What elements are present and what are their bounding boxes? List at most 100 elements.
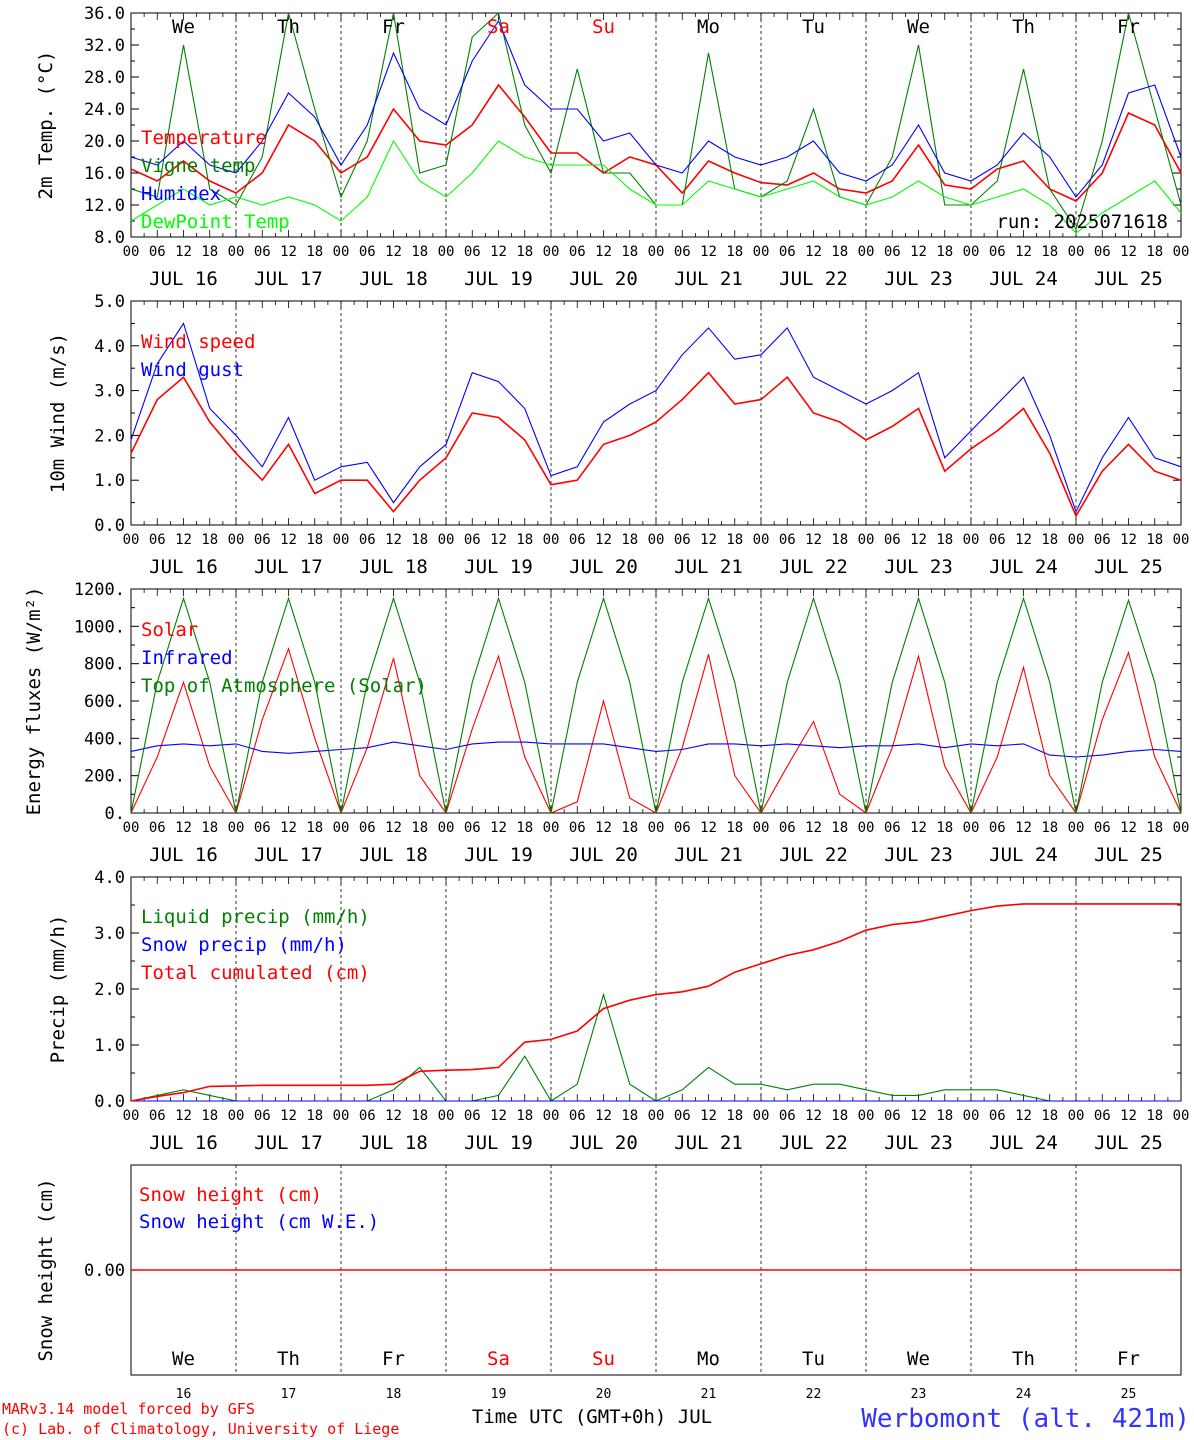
hour-tick-label: 18 — [831, 1108, 848, 1124]
hour-tick-label: 18 — [516, 1108, 533, 1124]
hour-tick-label: 00 — [543, 820, 560, 836]
legend-entry: Wind speed — [141, 331, 255, 353]
hour-tick-label: 12 — [1120, 820, 1137, 836]
hour-tick-label: 18 — [1146, 532, 1163, 548]
hour-tick-label: 12 — [700, 820, 717, 836]
hour-tick-label: 18 — [306, 820, 323, 836]
hour-tick-label: 18 — [1041, 820, 1058, 836]
weekday-label: Sa — [487, 1348, 510, 1370]
hour-tick-label: 18 — [726, 1108, 743, 1124]
date-label: JUL 17 — [254, 1132, 323, 1154]
hour-tick-label: 00 — [753, 1108, 770, 1124]
series-line-4 — [130, 139, 1182, 234]
panel-2: 0.0 1.0 2.0 3.0 4.0 5.0 10m Wind (m/s) Wind spe… — [47, 292, 1189, 578]
hour-tick-label: 06 — [569, 820, 586, 836]
weekday-label: Mo — [697, 1348, 720, 1370]
hour-tick-label: 06 — [149, 820, 166, 836]
date-label: JUL 20 — [569, 1132, 638, 1154]
hour-tick-label: 18 — [411, 820, 428, 836]
hour-tick-label: 00 — [963, 1108, 980, 1124]
hour-tick-label: 00 — [1173, 532, 1190, 548]
hour-tick-label: 06 — [1094, 244, 1111, 260]
hour-tick-label: 12 — [1015, 820, 1032, 836]
hour-tick-label: 06 — [464, 244, 481, 260]
hour-tick-label: 06 — [1094, 1108, 1111, 1124]
weekday-label: Su — [592, 1348, 615, 1370]
weekday-label: We — [172, 16, 195, 38]
day-number-label: 17 — [281, 1387, 297, 1402]
hour-tick-label: 00 — [963, 820, 980, 836]
y-tick-label: 600. — [84, 692, 125, 712]
date-label: JUL 25 — [1094, 844, 1163, 866]
hour-tick-label: 00 — [753, 532, 770, 548]
hour-tick-label: 00 — [1173, 1108, 1190, 1124]
hour-tick-label: 18 — [621, 820, 638, 836]
date-label: JUL 23 — [884, 556, 953, 578]
legend-entry: Snow height (cm) — [139, 1184, 322, 1206]
series-line-2 — [130, 322, 1182, 514]
hour-tick-label: 06 — [779, 244, 796, 260]
date-label: JUL 23 — [884, 268, 953, 290]
hour-tick-label: 18 — [306, 1108, 323, 1124]
hour-tick-label: 00 — [543, 1108, 560, 1124]
hour-tick-label: 18 — [936, 532, 953, 548]
hour-tick-label: 12 — [1015, 1108, 1032, 1124]
day-number-label: 22 — [806, 1387, 822, 1402]
hour-tick-label: 06 — [359, 244, 376, 260]
hour-tick-label: 12 — [175, 1108, 192, 1124]
hour-tick-label: 12 — [1120, 532, 1137, 548]
series-line-3 — [130, 596, 1182, 814]
date-label: JUL 21 — [674, 1132, 743, 1154]
series-line-1 — [130, 371, 1182, 518]
y-axis-label: 2m Temp. (°C) — [35, 51, 57, 200]
y-tick-label: 2.0 — [94, 980, 125, 1000]
hour-tick-label: 06 — [254, 244, 271, 260]
series-line-2 — [130, 741, 1182, 758]
hour-tick-label: 00 — [858, 244, 875, 260]
hour-tick-label: 00 — [228, 820, 245, 836]
date-label: JUL 22 — [779, 556, 848, 578]
legend-entry: Snow height (cm W.E.) — [139, 1211, 379, 1233]
hour-tick-label: 00 — [543, 532, 560, 548]
hour-tick-label: 18 — [411, 532, 428, 548]
weekday-label: Sa — [487, 16, 510, 38]
hour-tick-label: 18 — [306, 532, 323, 548]
hour-tick-label: 18 — [831, 244, 848, 260]
hour-tick-label: 06 — [989, 820, 1006, 836]
hour-tick-label: 00 — [333, 532, 350, 548]
weekday-label: Th — [277, 1348, 300, 1370]
weekday-label: Th — [277, 16, 300, 38]
date-label: JUL 17 — [254, 268, 323, 290]
date-label: JUL 18 — [359, 556, 428, 578]
hour-tick-label: 06 — [674, 1108, 691, 1124]
weekday-label: Fr — [382, 16, 405, 38]
date-label: JUL 24 — [989, 268, 1058, 290]
date-label: JUL 18 — [359, 268, 428, 290]
hour-tick-label: 12 — [1015, 244, 1032, 260]
hour-tick-label: 06 — [569, 244, 586, 260]
weekday-label: Th — [1012, 1348, 1035, 1370]
y-tick-label: 12.0 — [84, 196, 125, 216]
date-label: JUL 16 — [149, 556, 218, 578]
hour-tick-label: 00 — [333, 820, 350, 836]
hour-tick-label: 06 — [674, 244, 691, 260]
date-label: JUL 17 — [254, 556, 323, 578]
date-label: JUL 22 — [779, 844, 848, 866]
hour-tick-label: 06 — [779, 1108, 796, 1124]
hour-tick-label: 18 — [936, 244, 953, 260]
hour-tick-label: 00 — [123, 820, 140, 836]
hour-tick-label: 06 — [569, 1108, 586, 1124]
hour-tick-label: 18 — [621, 1108, 638, 1124]
y-tick-label: 400. — [84, 729, 125, 749]
hour-tick-label: 06 — [779, 820, 796, 836]
hour-tick-label: 12 — [595, 1108, 612, 1124]
hour-tick-label: 06 — [674, 820, 691, 836]
day-number-label: 16 — [176, 1387, 192, 1402]
legend-entry: Total cumulated (cm) — [141, 962, 370, 984]
date-label: JUL 16 — [149, 844, 218, 866]
hour-tick-label: 18 — [726, 244, 743, 260]
hour-tick-label: 18 — [831, 820, 848, 836]
hour-tick-label: 12 — [700, 244, 717, 260]
day-number-label: 20 — [596, 1387, 612, 1402]
weekday-label: We — [172, 1348, 195, 1370]
